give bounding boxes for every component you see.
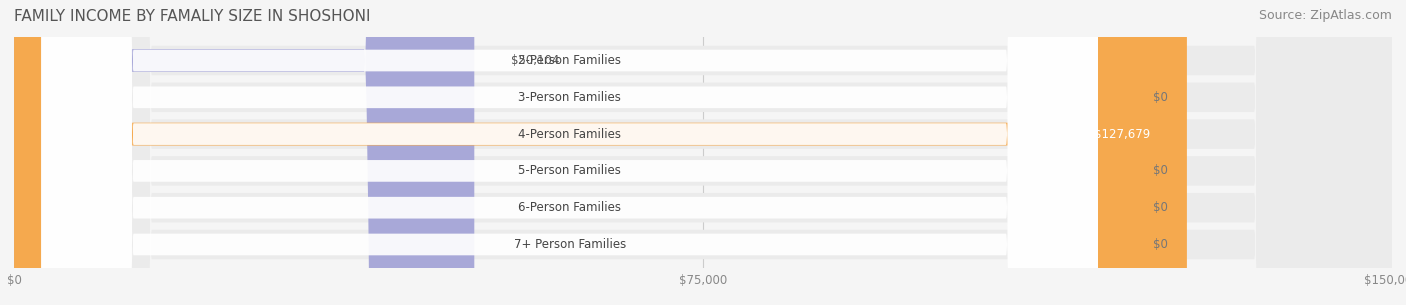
FancyBboxPatch shape [42,0,1098,305]
FancyBboxPatch shape [42,0,1098,305]
Text: Source: ZipAtlas.com: Source: ZipAtlas.com [1258,9,1392,22]
FancyBboxPatch shape [14,0,1392,305]
Text: 6-Person Families: 6-Person Families [519,201,621,214]
Text: $127,679: $127,679 [1094,127,1150,141]
FancyBboxPatch shape [42,0,1098,305]
FancyBboxPatch shape [42,0,1098,305]
FancyBboxPatch shape [14,0,1392,305]
FancyBboxPatch shape [14,0,1392,305]
FancyBboxPatch shape [14,0,1392,305]
FancyBboxPatch shape [14,0,1392,305]
Text: $0: $0 [1153,91,1168,104]
FancyBboxPatch shape [42,0,1098,305]
Text: $50,104: $50,104 [510,54,560,67]
Text: $0: $0 [1153,201,1168,214]
FancyBboxPatch shape [14,0,1187,305]
Text: 7+ Person Families: 7+ Person Families [513,238,626,251]
FancyBboxPatch shape [14,0,474,305]
Text: 4-Person Families: 4-Person Families [519,127,621,141]
Text: 5-Person Families: 5-Person Families [519,164,621,178]
Text: 2-Person Families: 2-Person Families [519,54,621,67]
Text: $0: $0 [1153,164,1168,178]
FancyBboxPatch shape [14,0,1392,305]
Text: FAMILY INCOME BY FAMALIY SIZE IN SHOSHONI: FAMILY INCOME BY FAMALIY SIZE IN SHOSHON… [14,9,371,24]
FancyBboxPatch shape [42,0,1098,305]
Text: 3-Person Families: 3-Person Families [519,91,621,104]
Text: $0: $0 [1153,238,1168,251]
